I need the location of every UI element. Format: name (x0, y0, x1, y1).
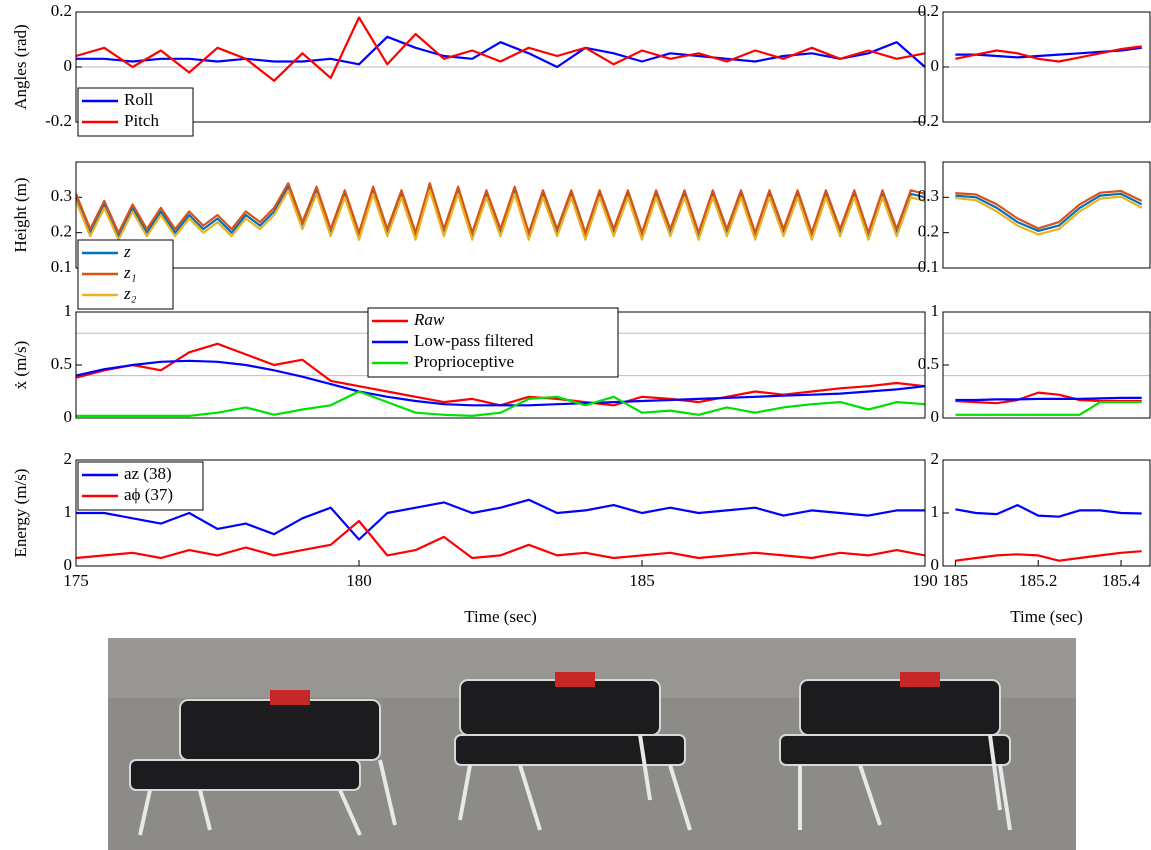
x-tick-label: 185.4 (1102, 571, 1141, 590)
axes-frame (75, 459, 926, 567)
y-tick-label: 1 (64, 301, 73, 320)
data-line (76, 390, 926, 417)
y-tick-label: 0 (931, 555, 940, 574)
y-tick-label: 1 (931, 301, 940, 320)
x-tick-label: 180 (346, 571, 372, 590)
y-tick-label: 0.2 (51, 1, 72, 20)
y-tick-label: 0.2 (918, 1, 939, 20)
y-tick-label: 0.3 (918, 186, 939, 205)
data-line (955, 189, 1143, 230)
y-tick-label: 0.1 (51, 257, 72, 276)
data-line (75, 519, 926, 560)
legend-label: Raw (413, 310, 445, 329)
x-tick-label: 185 (943, 571, 969, 590)
y-tick-label: 0.2 (51, 222, 72, 241)
legend-label: z₂ (123, 284, 137, 303)
data-line (955, 45, 1142, 63)
y-tick-label: 0.5 (51, 354, 72, 373)
data-line (955, 401, 1142, 416)
y-tick-label: 0.3 (51, 186, 72, 205)
y-axis-label: ẋ (m/s) (11, 341, 30, 390)
axes-frame (942, 161, 1151, 269)
y-tick-label: 2 (931, 449, 940, 468)
axes-frame (75, 11, 926, 123)
y-tick-label: 1 (931, 502, 940, 521)
y-axis-label: Angles (rad) (11, 24, 30, 109)
data-line (74, 189, 926, 241)
robot-photo (108, 638, 1076, 850)
data-line (75, 359, 926, 407)
y-axis-label: Height (m) (11, 177, 30, 252)
x-axis-label: Time (sec) (464, 607, 537, 626)
data-line (74, 185, 926, 238)
legend-label: z (123, 242, 131, 261)
axes-frame (942, 459, 1151, 567)
legend-label: Roll (124, 90, 154, 109)
data-line (955, 396, 1142, 402)
x-tick-label: 175 (63, 571, 89, 590)
legend-box (77, 87, 194, 137)
data-line (76, 35, 926, 69)
data-line (75, 16, 926, 82)
y-tick-label: 0 (931, 407, 940, 426)
legend-label: z₁ (123, 263, 137, 282)
y-tick-label: 0.1 (918, 257, 939, 276)
legend-box (367, 307, 619, 378)
legend-label: Low-pass filtered (414, 331, 534, 350)
y-tick-label: -0.2 (912, 111, 939, 130)
legend-label: aϕ (37) (124, 485, 173, 504)
x-tick-label: 185.2 (1019, 571, 1057, 590)
y-tick-label: 2 (64, 449, 73, 468)
legend-box (77, 461, 204, 511)
data-line (955, 504, 1142, 518)
axes-frame (942, 311, 1151, 419)
legend-label: Pitch (124, 111, 159, 130)
y-tick-label: 0.2 (918, 222, 939, 241)
x-tick-label: 185 (629, 571, 655, 590)
y-axis-label: Energy (m/s) (11, 469, 30, 558)
legend-label: Proprioceptive (414, 352, 514, 371)
y-tick-label: 0.5 (918, 354, 939, 373)
axes-frame (942, 11, 1151, 123)
data-line (955, 550, 1142, 562)
x-axis-label: Time (sec) (1010, 607, 1083, 626)
data-line (955, 195, 1143, 236)
data-line (76, 498, 925, 541)
legend-label: az (38) (124, 464, 172, 483)
axes-frame (75, 161, 926, 269)
data-line (955, 192, 1143, 232)
data-line (74, 182, 926, 234)
y-tick-label: 0 (64, 407, 73, 426)
y-tick-label: 0 (931, 56, 940, 75)
y-tick-label: -0.2 (45, 111, 72, 130)
x-tick-label: 190 (912, 571, 938, 590)
y-tick-label: 0 (64, 56, 73, 75)
y-tick-label: 1 (64, 502, 73, 521)
y-tick-label: 0 (64, 555, 73, 574)
